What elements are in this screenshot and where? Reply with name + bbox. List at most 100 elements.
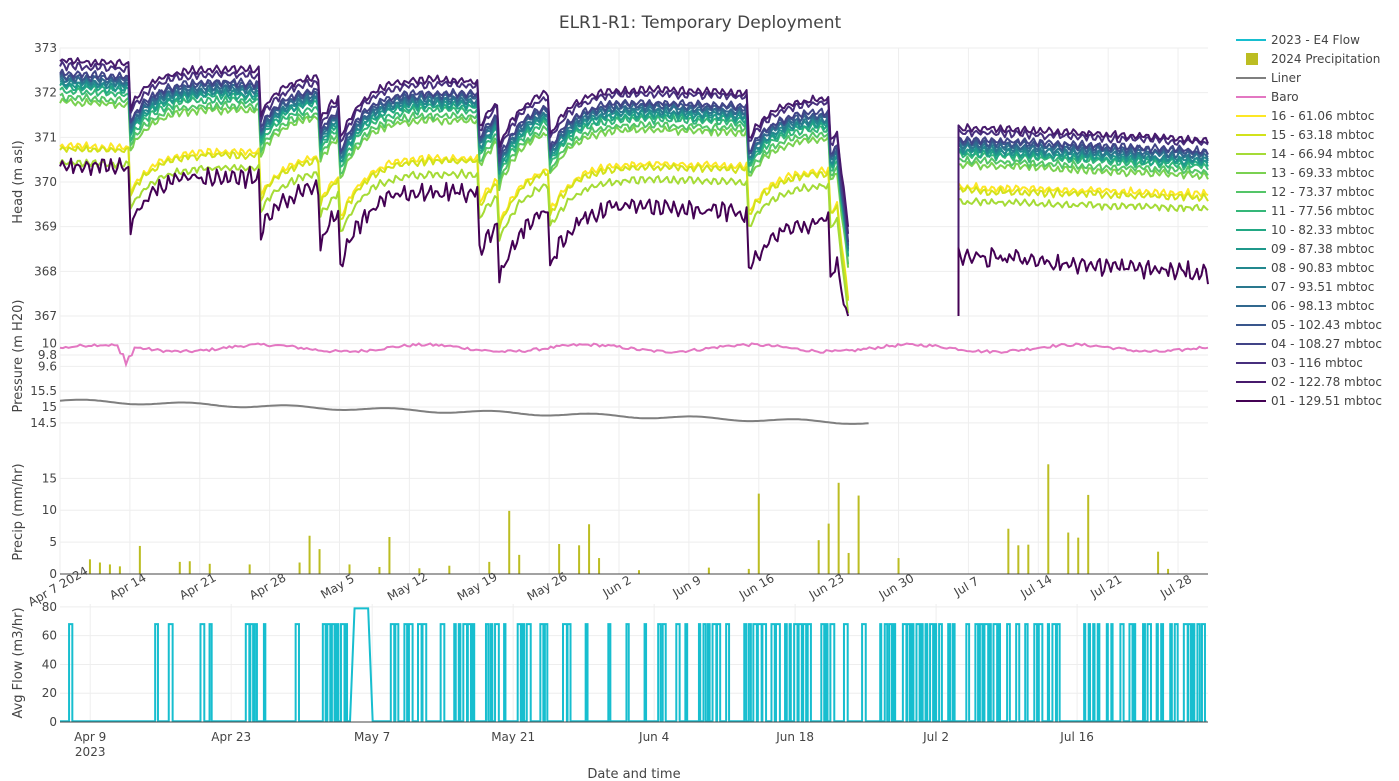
head-series-line <box>957 160 1209 316</box>
precip-bar <box>598 558 601 574</box>
x2024-tick-label: May 5 <box>318 571 356 601</box>
precip-bar <box>508 510 511 574</box>
precip-bar <box>308 535 311 574</box>
head-series-line <box>957 151 1209 316</box>
legend-item-label: 07 - 93.51 mbtoc <box>1271 280 1374 294</box>
x2023-tick-label: Apr 23 <box>211 730 251 744</box>
baro-y-tick-label: 9.6 <box>38 359 57 373</box>
head-y-tick-label: 369 <box>34 220 57 234</box>
head-series-line <box>59 141 850 299</box>
baro-y-tick-label: 10 <box>42 337 57 351</box>
legend-item-label: 04 - 108.27 mbtoc <box>1271 337 1382 351</box>
head-y-tick-label: 370 <box>34 175 57 189</box>
chart-title: ELR1-R1: Temporary Deployment <box>559 13 842 33</box>
precip-bar <box>208 563 211 574</box>
legend-item-label: 03 - 116 mbtoc <box>1271 356 1363 370</box>
precip-bar <box>837 482 840 574</box>
legend-item-label: 05 - 102.43 mbtoc <box>1271 318 1382 332</box>
head-y-tick-label: 373 <box>34 41 57 55</box>
precip-bar <box>518 554 521 574</box>
legend-item-label: Baro <box>1271 90 1299 104</box>
x-axis-title: Date and time <box>587 767 680 781</box>
flow-y-tick-label: 60 <box>42 629 57 643</box>
precip-y-tick-label: 0 <box>49 567 57 581</box>
head-axis-title: Head (m asl) <box>11 140 26 223</box>
x2024-tick-label: May 26 <box>525 569 570 603</box>
precip-bar <box>1157 551 1160 574</box>
head-series-line <box>59 144 850 301</box>
head-series-line <box>957 137 1209 316</box>
x2023-tick-label: Apr 9 <box>74 730 106 744</box>
precip-bar <box>138 545 141 574</box>
precip-bar <box>707 567 710 574</box>
precip-bar <box>817 540 820 574</box>
flow-line <box>60 607 1207 723</box>
precip-bar <box>1017 545 1020 574</box>
head-series-line <box>957 143 1209 316</box>
liner-y-tick-label: 15.5 <box>30 384 57 398</box>
precip-y-tick-label: 10 <box>42 503 57 517</box>
head-y-tick-label: 372 <box>34 86 57 100</box>
head-y-tick-label: 368 <box>34 264 57 278</box>
legend-item-label: 12 - 73.37 mbtoc <box>1271 185 1374 199</box>
head-series-line <box>957 182 1209 316</box>
head-series-line <box>59 78 850 250</box>
legend-item-label: 2023 - E4 Flow <box>1271 33 1360 47</box>
precip-bar <box>188 561 191 574</box>
x2024-tick-label: Jul 14 <box>1017 572 1054 601</box>
x2023-tick-year: 2023 <box>75 745 106 759</box>
precip-bar <box>418 568 421 574</box>
precip-bar <box>578 545 581 574</box>
precip-bar <box>378 566 381 574</box>
x2024-tick-label: Jun 2 <box>600 573 634 601</box>
head-series-line <box>957 247 1209 316</box>
precip-bar <box>248 564 251 574</box>
precip-bar <box>1067 532 1070 574</box>
head-y-tick-label: 367 <box>34 309 57 323</box>
precip-bar <box>298 562 301 574</box>
x2024-tick-label: May 12 <box>385 569 430 603</box>
x2023-tick-label: Jun 18 <box>775 730 814 744</box>
precip-bar <box>558 544 561 574</box>
head-series-line <box>59 86 850 257</box>
head-series-line <box>59 92 850 265</box>
head-series-line <box>957 185 1209 316</box>
precip-bar <box>388 537 391 574</box>
head-series-line <box>59 158 850 314</box>
x2024-tick-label: Jun 16 <box>736 571 777 603</box>
head-series-line <box>957 135 1209 316</box>
precip-bar <box>118 566 121 574</box>
precip-bar <box>637 570 640 574</box>
head-series-line <box>59 97 850 268</box>
legend-item-label: 01 - 129.51 mbtoc <box>1271 394 1382 408</box>
precip-bar <box>757 493 760 574</box>
flow-y-tick-label: 0 <box>49 715 57 729</box>
legend-item-label: 14 - 66.94 mbtoc <box>1271 147 1374 161</box>
legend-item-label: 09 - 87.38 mbtoc <box>1271 242 1374 256</box>
legend-item-label: 06 - 98.13 mbtoc <box>1271 299 1374 313</box>
x2024-tick-label: Jul 21 <box>1087 572 1124 601</box>
x2024-tick-label: May 19 <box>455 569 500 603</box>
precip-bar <box>1087 494 1090 574</box>
head-series-line <box>957 127 1209 316</box>
x2024-tick-label: Apr 14 <box>107 571 149 603</box>
liner-y-tick-label: 14.5 <box>30 416 57 430</box>
head-series-line <box>957 197 1209 316</box>
head-series-line <box>59 68 850 243</box>
head-series-line <box>59 60 850 234</box>
precip-bar <box>108 564 111 574</box>
legend-item-label: 16 - 61.06 mbtoc <box>1271 109 1374 123</box>
x2024-tick-label: Apr 28 <box>247 571 289 603</box>
flow-y-tick-label: 80 <box>42 600 57 614</box>
legend-swatch[interactable] <box>1246 53 1258 65</box>
baro-line <box>59 342 1209 368</box>
x2024-tick-label: Jun 23 <box>806 571 847 603</box>
precip-bar <box>588 524 591 574</box>
legend-item-label: 2024 Precipitation <box>1271 52 1380 66</box>
x2023-tick-label: Jul 2 <box>922 730 949 744</box>
head-series-line <box>957 123 1209 316</box>
precip-bar <box>1027 544 1030 574</box>
precip-bar <box>178 561 181 574</box>
precip-bar <box>1077 537 1080 574</box>
x2023-tick-label: May 7 <box>354 730 390 744</box>
